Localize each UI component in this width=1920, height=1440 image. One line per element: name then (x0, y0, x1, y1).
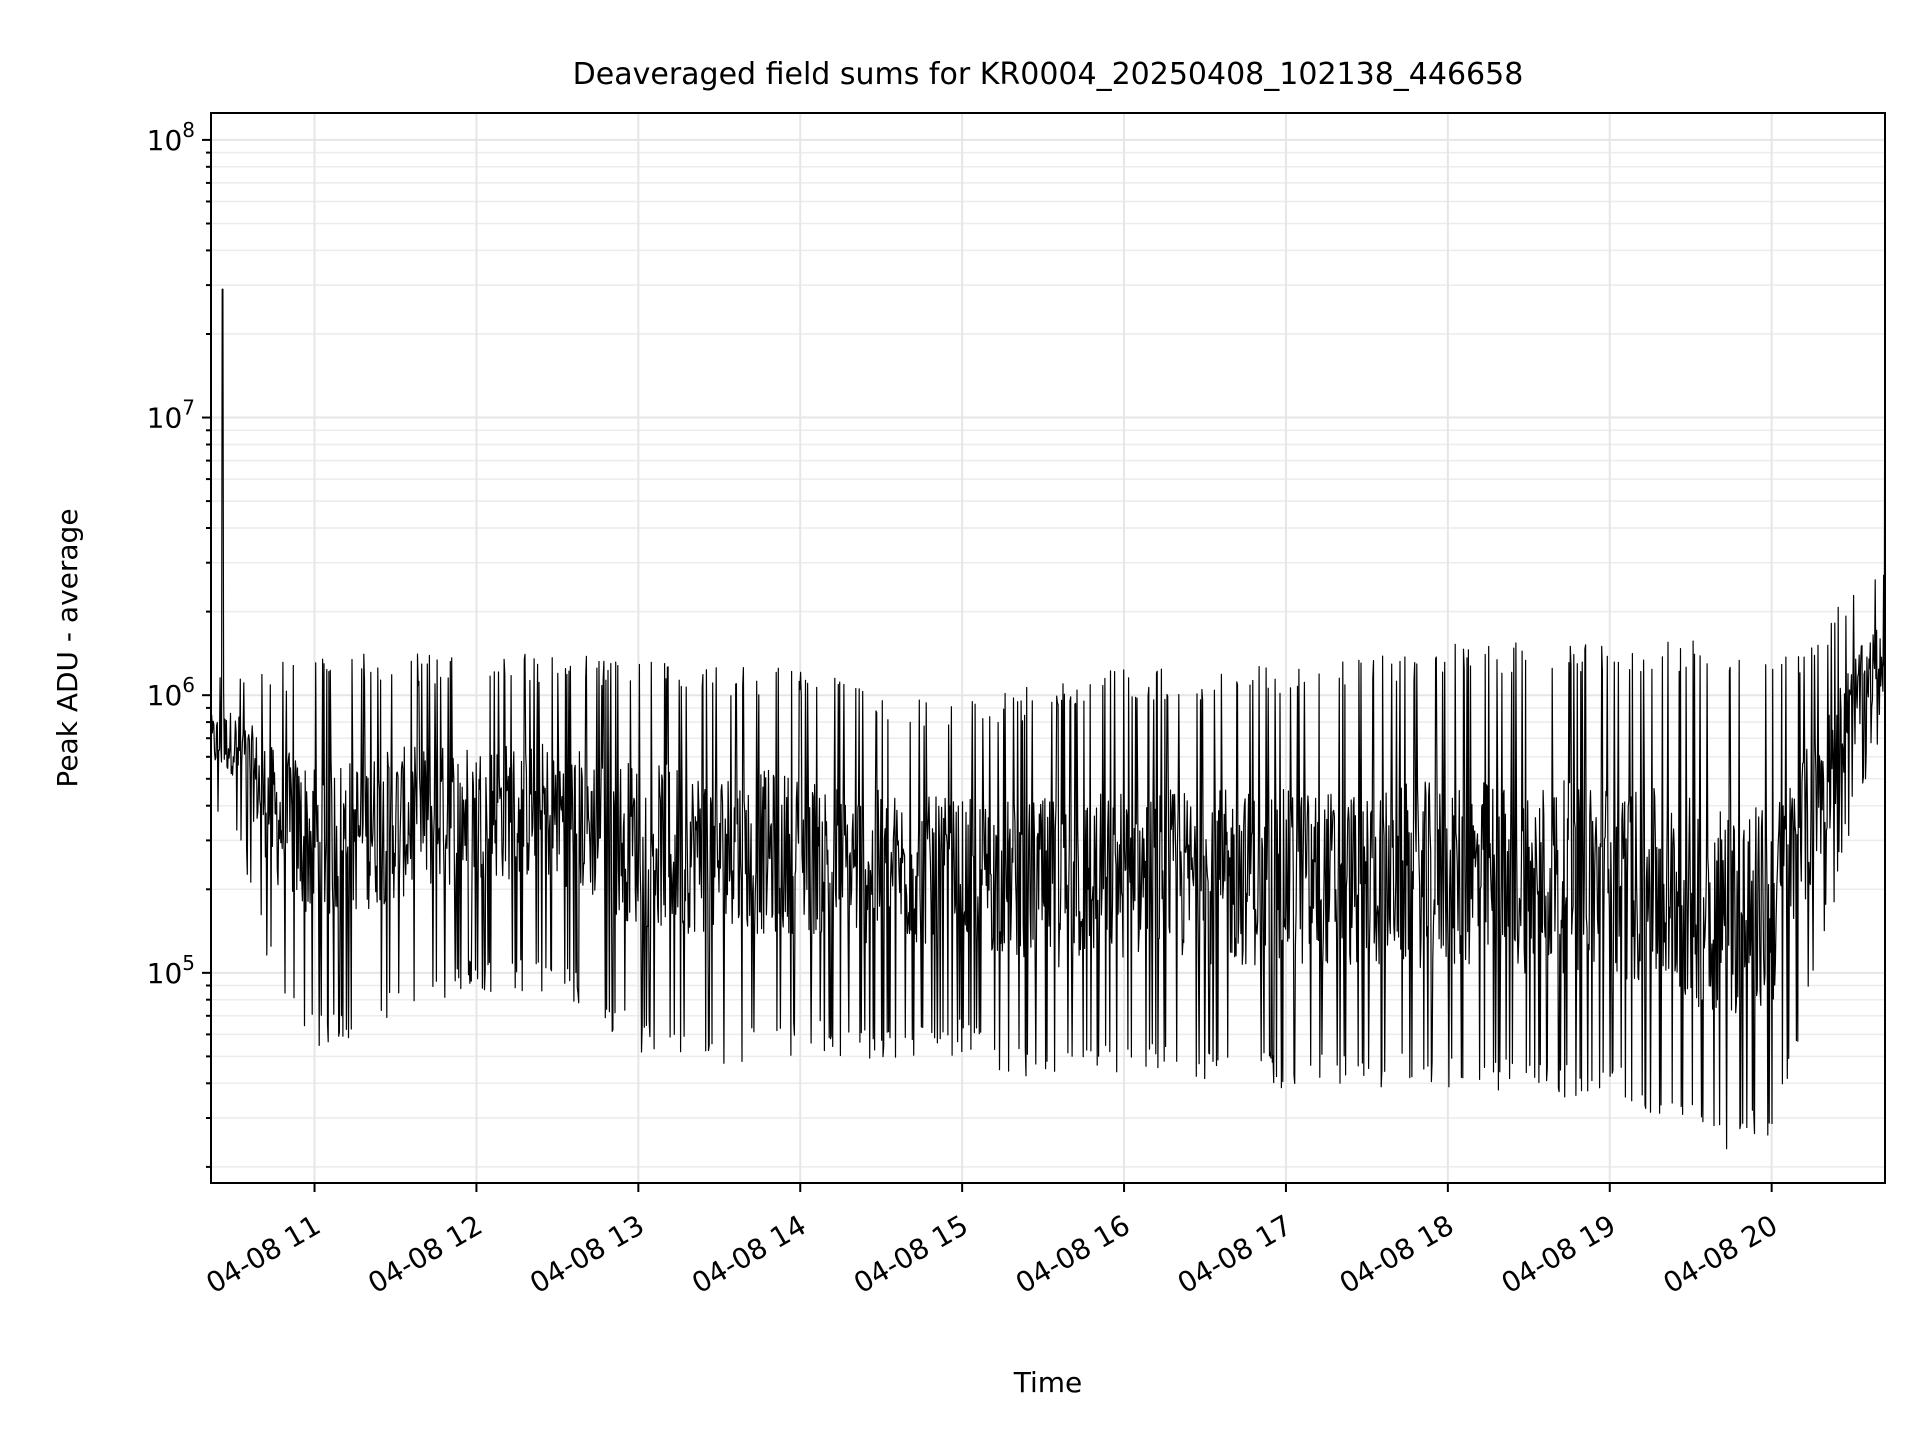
y-axis-label: Peak ADU - average (51, 508, 84, 787)
y-tick-label: 105 (147, 951, 195, 990)
y-tick-label: 107 (147, 396, 195, 435)
y-tick-label: 106 (147, 673, 195, 712)
x-axis-label: Time (1013, 1366, 1083, 1399)
series-line (210, 159, 1886, 1150)
y-tick-label: 108 (147, 118, 195, 157)
data-layer (210, 159, 1886, 1150)
chart-title: Deaveraged field sums for KR0004_2025040… (573, 57, 1524, 92)
plot-frame (210, 112, 1886, 1184)
